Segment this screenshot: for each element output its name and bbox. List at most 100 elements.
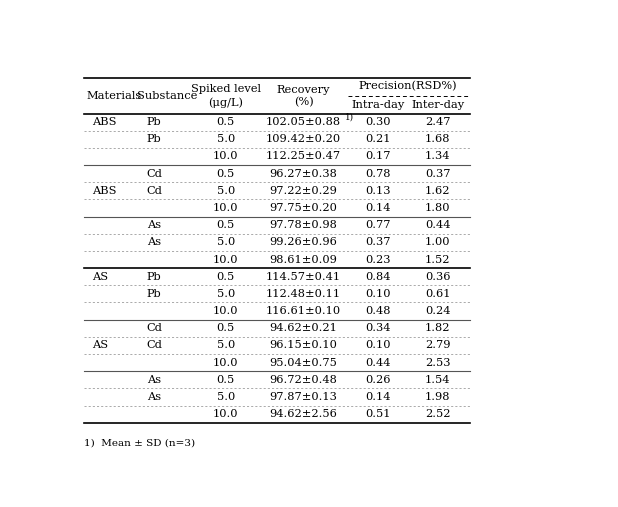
Text: Cd: Cd <box>146 340 163 350</box>
Text: Pb: Pb <box>146 117 161 127</box>
Text: ABS: ABS <box>91 186 116 196</box>
Text: 2.79: 2.79 <box>425 340 451 350</box>
Text: 0.44: 0.44 <box>425 220 451 230</box>
Text: 109.42±0.20: 109.42±0.20 <box>266 134 341 144</box>
Text: Pb: Pb <box>146 272 161 282</box>
Text: ABS: ABS <box>91 117 116 127</box>
Text: 0.23: 0.23 <box>365 255 391 265</box>
Text: 102.05±0.88: 102.05±0.88 <box>266 117 341 127</box>
Text: 0.5: 0.5 <box>216 323 235 333</box>
Text: 0.10: 0.10 <box>365 340 391 350</box>
Text: 5.0: 5.0 <box>216 237 235 247</box>
Text: 1.52: 1.52 <box>425 255 451 265</box>
Text: Pb: Pb <box>146 134 161 144</box>
Text: Cd: Cd <box>146 169 163 178</box>
Text: 1.80: 1.80 <box>425 203 451 213</box>
Text: 0.34: 0.34 <box>365 323 391 333</box>
Text: 5.0: 5.0 <box>216 340 235 350</box>
Text: 10.0: 10.0 <box>213 357 239 368</box>
Text: ABS: ABS <box>91 186 116 196</box>
Text: 98.61±0.09: 98.61±0.09 <box>269 255 337 265</box>
Text: AS: AS <box>91 340 108 350</box>
Text: Pb: Pb <box>146 289 161 299</box>
Text: Precision(RSD%): Precision(RSD%) <box>358 81 457 91</box>
Text: 5.0: 5.0 <box>216 134 235 144</box>
Text: 0.13: 0.13 <box>365 186 391 196</box>
Text: 0.5: 0.5 <box>216 220 235 230</box>
Text: Pb: Pb <box>146 134 161 144</box>
Text: 1.68: 1.68 <box>425 134 451 144</box>
Text: 112.25±0.47: 112.25±0.47 <box>266 152 341 162</box>
Text: 1): 1) <box>345 113 354 122</box>
Text: 96.15±0.10: 96.15±0.10 <box>269 340 337 350</box>
Text: 94.62±0.21: 94.62±0.21 <box>269 323 337 333</box>
Text: Cd: Cd <box>146 186 163 196</box>
Text: 10.0: 10.0 <box>213 203 239 213</box>
Text: 97.22±0.29: 97.22±0.29 <box>269 186 337 196</box>
Text: 0.5: 0.5 <box>216 117 235 127</box>
Text: 0.48: 0.48 <box>365 306 391 316</box>
Text: 1.98: 1.98 <box>425 392 451 402</box>
Text: 5.0: 5.0 <box>216 392 235 402</box>
Text: 0.5: 0.5 <box>216 375 235 385</box>
Text: 0.17: 0.17 <box>365 152 391 162</box>
Text: 1.82: 1.82 <box>425 323 451 333</box>
Text: 2.53: 2.53 <box>425 357 451 368</box>
Text: 0.10: 0.10 <box>365 289 391 299</box>
Text: 95.04±0.75: 95.04±0.75 <box>269 357 337 368</box>
Text: Substance: Substance <box>137 91 197 101</box>
Text: 96.72±0.48: 96.72±0.48 <box>269 375 337 385</box>
Text: 0.14: 0.14 <box>365 392 391 402</box>
Text: 0.84: 0.84 <box>365 272 391 282</box>
Text: As: As <box>146 375 161 385</box>
Text: 5.0: 5.0 <box>216 289 235 299</box>
Text: 99.26±0.96: 99.26±0.96 <box>269 237 337 247</box>
Text: AS: AS <box>91 340 108 350</box>
Text: 0.21: 0.21 <box>365 134 391 144</box>
Text: 0.26: 0.26 <box>365 375 391 385</box>
Text: 0.5: 0.5 <box>216 169 235 178</box>
Text: 1.00: 1.00 <box>425 237 451 247</box>
Text: 116.61±0.10: 116.61±0.10 <box>266 306 341 316</box>
Text: 0.37: 0.37 <box>425 169 451 178</box>
Text: 0.14: 0.14 <box>365 203 391 213</box>
Text: As: As <box>146 392 161 402</box>
Text: 5.0: 5.0 <box>216 186 235 196</box>
Text: 0.5: 0.5 <box>216 272 235 282</box>
Text: 0.24: 0.24 <box>425 306 451 316</box>
Text: 96.27±0.38: 96.27±0.38 <box>269 169 337 178</box>
Text: 1.62: 1.62 <box>425 186 451 196</box>
Text: 0.37: 0.37 <box>365 237 391 247</box>
Text: 0.30: 0.30 <box>365 117 391 127</box>
Text: 97.87±0.13: 97.87±0.13 <box>269 392 337 402</box>
Text: 97.78±0.98: 97.78±0.98 <box>269 220 337 230</box>
Text: 1.34: 1.34 <box>425 152 451 162</box>
Text: 2.52: 2.52 <box>425 409 451 419</box>
Text: 10.0: 10.0 <box>213 409 239 419</box>
Text: Intra-day: Intra-day <box>351 100 404 111</box>
Text: As: As <box>146 392 161 402</box>
Text: 94.62±2.56: 94.62±2.56 <box>269 409 337 419</box>
Text: Cd: Cd <box>146 186 163 196</box>
Text: 0.77: 0.77 <box>365 220 391 230</box>
Text: 10.0: 10.0 <box>213 306 239 316</box>
Text: 1.54: 1.54 <box>425 375 451 385</box>
Text: Pb: Pb <box>146 289 161 299</box>
Text: 0.44: 0.44 <box>365 357 391 368</box>
Text: 0.51: 0.51 <box>365 409 391 419</box>
Text: 1)  Mean ± SD (n=3): 1) Mean ± SD (n=3) <box>85 439 195 447</box>
Text: 112.48±0.11: 112.48±0.11 <box>266 289 341 299</box>
Text: Inter-day: Inter-day <box>411 100 464 111</box>
Text: Cd: Cd <box>146 340 163 350</box>
Text: 10.0: 10.0 <box>213 152 239 162</box>
Text: 0.78: 0.78 <box>365 169 391 178</box>
Text: 0.36: 0.36 <box>425 272 451 282</box>
Text: As: As <box>146 220 161 230</box>
Text: Materials: Materials <box>87 91 142 101</box>
Text: Cd: Cd <box>146 323 163 333</box>
Text: 114.57±0.41: 114.57±0.41 <box>266 272 341 282</box>
Text: AS: AS <box>91 272 108 282</box>
Text: 10.0: 10.0 <box>213 255 239 265</box>
Text: 2.47: 2.47 <box>425 117 451 127</box>
Text: Recovery
(%): Recovery (%) <box>277 85 330 107</box>
